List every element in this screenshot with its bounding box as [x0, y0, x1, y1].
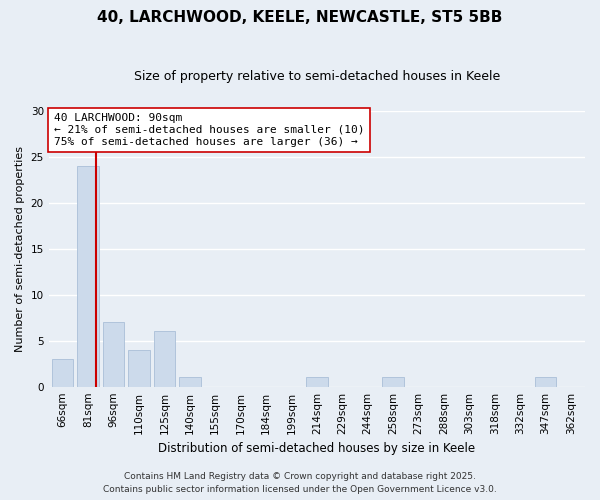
- Bar: [535, 378, 556, 386]
- Text: 40 LARCHWOOD: 90sqm
← 21% of semi-detached houses are smaller (10)
75% of semi-d: 40 LARCHWOOD: 90sqm ← 21% of semi-detach…: [54, 114, 365, 146]
- Text: Contains HM Land Registry data © Crown copyright and database right 2025.
Contai: Contains HM Land Registry data © Crown c…: [103, 472, 497, 494]
- Bar: [154, 332, 175, 386]
- Bar: [52, 359, 73, 386]
- X-axis label: Distribution of semi-detached houses by size in Keele: Distribution of semi-detached houses by …: [158, 442, 475, 455]
- Y-axis label: Number of semi-detached properties: Number of semi-detached properties: [15, 146, 25, 352]
- Bar: [179, 378, 200, 386]
- Bar: [103, 322, 124, 386]
- Text: 40, LARCHWOOD, KEELE, NEWCASTLE, ST5 5BB: 40, LARCHWOOD, KEELE, NEWCASTLE, ST5 5BB: [97, 10, 503, 25]
- Bar: [382, 378, 404, 386]
- Bar: [306, 378, 328, 386]
- Bar: [77, 166, 99, 386]
- Title: Size of property relative to semi-detached houses in Keele: Size of property relative to semi-detach…: [134, 70, 500, 83]
- Bar: [128, 350, 150, 387]
